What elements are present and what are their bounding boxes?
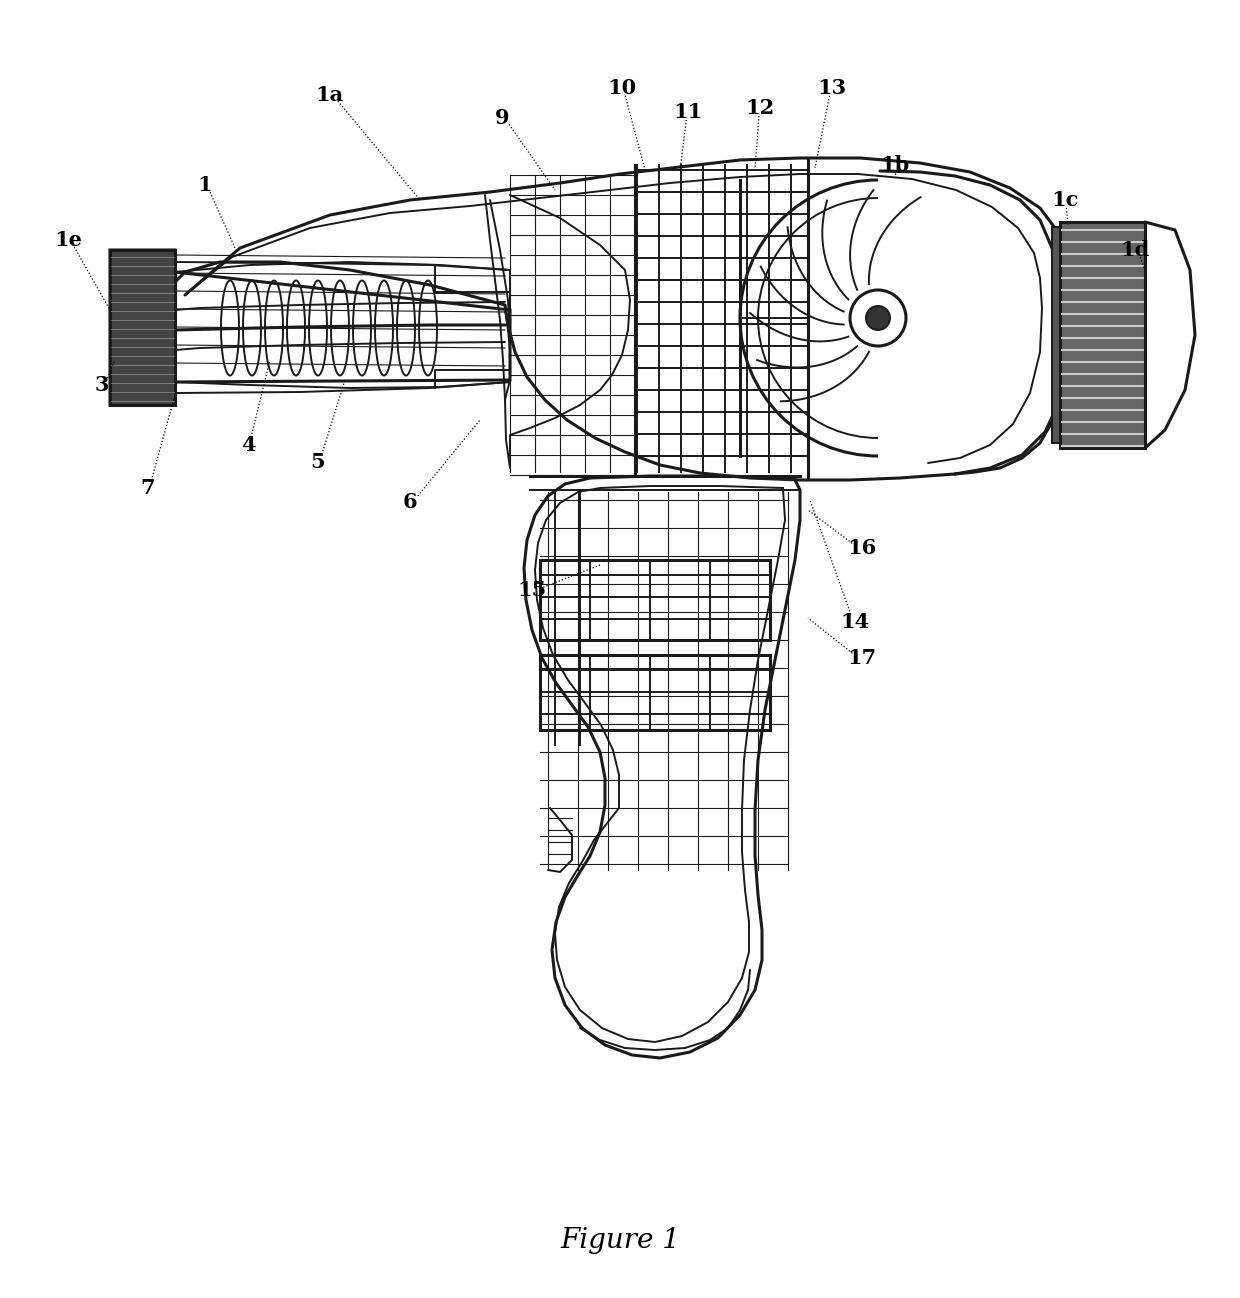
Text: 11: 11 <box>673 103 703 122</box>
Text: 1a: 1a <box>316 84 343 105</box>
Text: 12: 12 <box>745 99 775 118</box>
Text: 15: 15 <box>517 580 547 600</box>
Text: 14: 14 <box>841 611 869 632</box>
Text: 6: 6 <box>403 492 418 511</box>
Text: 1c: 1c <box>1052 190 1079 210</box>
Text: 4: 4 <box>241 435 255 456</box>
Polygon shape <box>110 251 175 405</box>
Text: 16: 16 <box>847 537 877 558</box>
Text: 5: 5 <box>311 452 325 472</box>
Text: 10: 10 <box>608 78 636 99</box>
Text: 1: 1 <box>197 175 212 195</box>
Polygon shape <box>1060 222 1145 448</box>
Text: 3: 3 <box>94 375 109 395</box>
Text: 17: 17 <box>847 648 877 668</box>
Polygon shape <box>1052 227 1060 443</box>
Circle shape <box>866 306 890 330</box>
Text: 1e: 1e <box>55 230 82 251</box>
Text: 1b: 1b <box>880 154 910 175</box>
Text: 9: 9 <box>495 108 510 129</box>
Text: 7: 7 <box>141 478 155 498</box>
Text: Figure 1: Figure 1 <box>560 1227 680 1254</box>
Text: 13: 13 <box>817 78 847 99</box>
Text: 1d: 1d <box>1121 240 1149 260</box>
